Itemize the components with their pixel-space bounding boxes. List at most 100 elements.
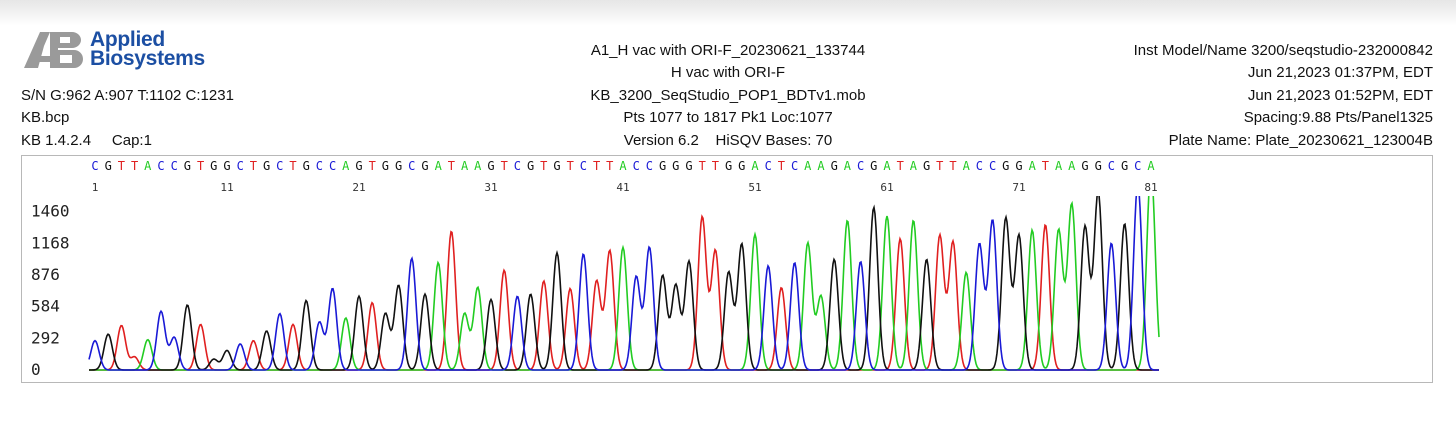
base-position-label: 81 [1144, 181, 1157, 194]
base-call: T [936, 159, 943, 173]
trace-T [89, 214, 1159, 371]
base-call: T [250, 159, 257, 173]
base-call: C [276, 159, 283, 173]
base-position-label: 1 [92, 181, 99, 194]
base-call: T [699, 159, 706, 173]
points-range: Pts 1077 to 1817 Pk1 Loc:1077 [623, 109, 833, 126]
base-call: A [435, 159, 443, 173]
base-call: G [1095, 159, 1102, 173]
base-call: C [316, 159, 323, 173]
base-call: A [619, 159, 627, 173]
base-call: C [514, 159, 521, 173]
base-position-label: 41 [616, 181, 629, 194]
base-call: A [844, 159, 852, 173]
base-position-label: 51 [748, 181, 761, 194]
base-call: G [685, 159, 692, 173]
base-call: T [606, 159, 613, 173]
base-call: G [659, 159, 666, 173]
signal-strength: S/N G:962 A:907 T:1102 C:1231 [21, 87, 234, 104]
base-call: G [672, 159, 679, 173]
base-call: T [712, 159, 719, 173]
base-call: G [725, 159, 732, 173]
base-call: G [421, 159, 428, 173]
basecaller-file: KB.bcp [21, 109, 70, 126]
run-start-time: Jun 21,2023 01:37PM, EDT [1247, 64, 1433, 81]
base-call: G [870, 159, 877, 173]
base-call: T [289, 159, 296, 173]
base-call: A [1055, 159, 1063, 173]
run-end-time: Jun 21,2023 01:52PM, EDT [1247, 87, 1433, 104]
base-call: T [593, 159, 600, 173]
window-top-bar [0, 0, 1456, 26]
base-call: G [923, 159, 930, 173]
spacing-info: Spacing:9.88 Pts/Panel1325 [1243, 109, 1433, 126]
base-call: A [751, 159, 759, 173]
base-call: G [223, 159, 230, 173]
version-line: Version 6.2 HiSQV Bases: 70 [624, 132, 832, 150]
base-call: A [461, 159, 469, 173]
base-call: T [897, 159, 904, 173]
base-call: T [540, 159, 547, 173]
base-call: C [91, 159, 98, 173]
trace-G [89, 196, 1159, 371]
capillary: Cap:1 [111, 132, 152, 149]
base-call: C [237, 159, 244, 173]
base-call: C [171, 159, 178, 173]
base-call: C [329, 159, 336, 173]
base-call: A [1029, 159, 1037, 173]
base-call: G [184, 159, 191, 173]
base-call: A [1068, 159, 1076, 173]
base-position-label: 31 [484, 181, 497, 194]
y-tick-label: 1168 [31, 233, 70, 252]
base-call: A [342, 159, 350, 173]
base-call: T [778, 159, 785, 173]
base-position-label: 71 [1012, 181, 1025, 194]
instrument-model: Inst Model/Name 3200/seqstudio-232000842 [1133, 42, 1433, 59]
base-call: T [448, 159, 455, 173]
base-call: G [527, 159, 534, 173]
base-call: C [1108, 159, 1115, 173]
base-call: C [765, 159, 772, 173]
base-call: G [1002, 159, 1009, 173]
base-position-label: 21 [352, 181, 365, 194]
y-tick-label: 1460 [31, 202, 70, 221]
base-call: C [157, 159, 164, 173]
y-tick-label: 0 [31, 360, 41, 379]
applied-biosystems-logo [20, 28, 220, 74]
y-tick-label: 584 [31, 297, 60, 316]
base-call: T [501, 159, 508, 173]
base-call: A [817, 159, 825, 173]
base-call: C [408, 159, 415, 173]
base-call: C [633, 159, 640, 173]
base-call: G [105, 159, 112, 173]
base-call: T [949, 159, 956, 173]
base-call: C [646, 159, 653, 173]
base-call: A [144, 159, 152, 173]
base-position-label: 11 [220, 181, 233, 194]
trace-C [88, 196, 1159, 371]
logo-line-2: Biosystems [90, 47, 205, 70]
base-call: G [487, 159, 494, 173]
base-call: G [303, 159, 310, 173]
base-call: C [857, 159, 864, 173]
base-call: G [210, 159, 217, 173]
electropherogram-panel: 0 292 584 876 1168 1460 C G T T A C C G T G G C T G C T G C C A G T… [21, 155, 1433, 383]
base-position-label: 61 [880, 181, 893, 194]
mobility-file: KB_3200_SeqStudio_POP1_BDTv1.mob [590, 87, 866, 104]
base-call: T [369, 159, 376, 173]
sample-description: H vac with ORI-F [670, 64, 786, 81]
base-call: C [976, 159, 983, 173]
ab-logo-icon [24, 32, 83, 68]
base-call: C [580, 159, 587, 173]
kb-version: KB 1.4.2.4 [21, 132, 92, 149]
base-call: G [831, 159, 838, 173]
base-call: A [804, 159, 812, 173]
hisqv-bases: HiSQV Bases: 70 [715, 132, 833, 149]
base-call: A [883, 159, 891, 173]
base-call: C [1134, 159, 1141, 173]
base-call: G [1081, 159, 1088, 173]
y-tick-label: 292 [31, 328, 60, 347]
base-call: A [910, 159, 918, 173]
logo-wordmark: Applied Biosystems [90, 29, 205, 70]
